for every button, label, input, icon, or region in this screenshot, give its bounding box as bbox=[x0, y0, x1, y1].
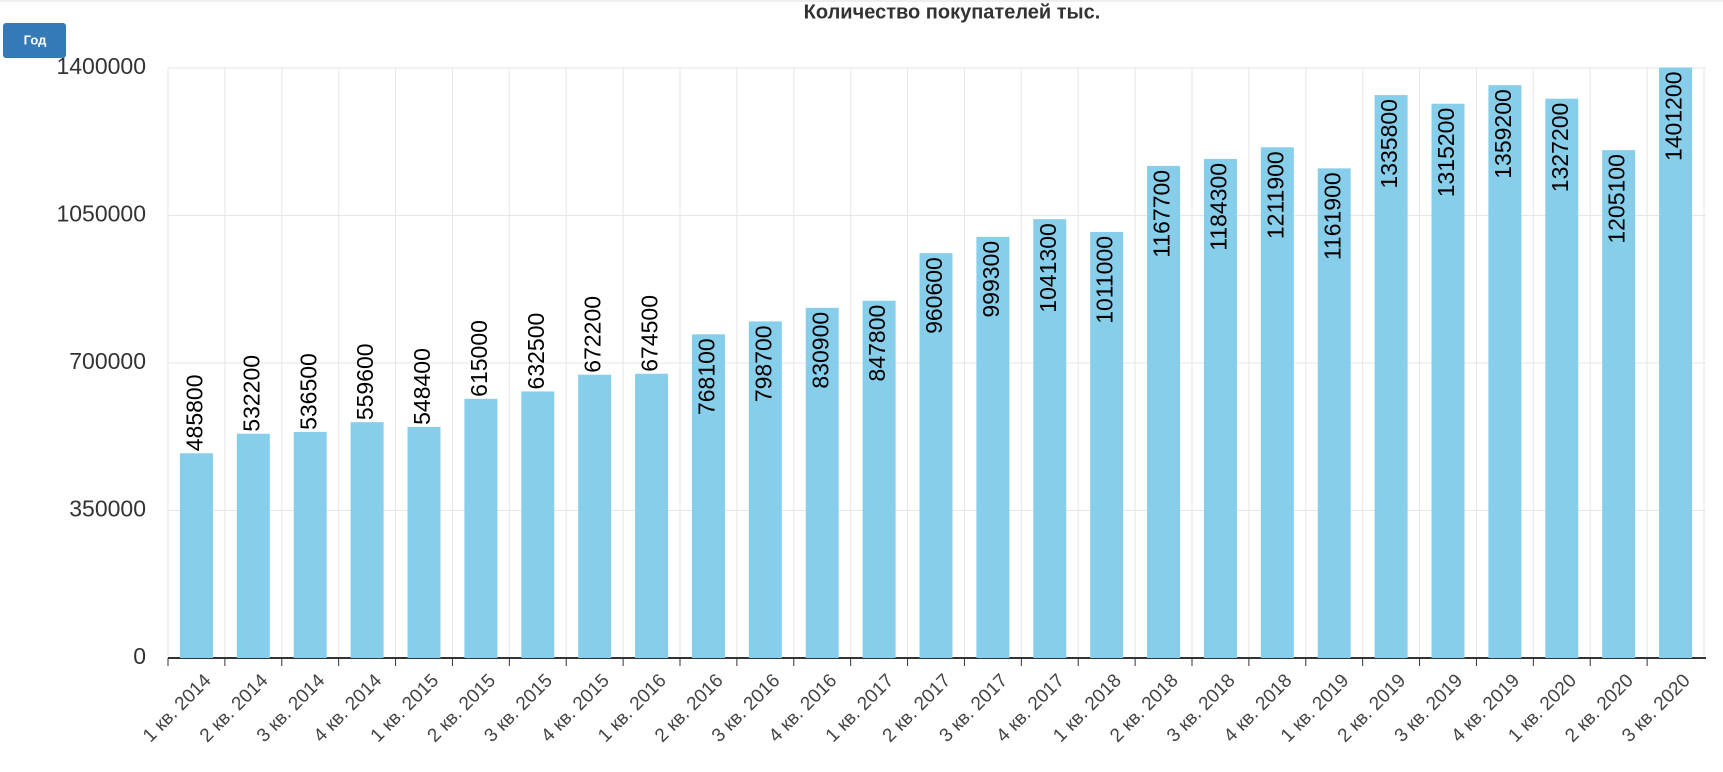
value-label: 847800 bbox=[864, 305, 890, 382]
value-label: 1011000 bbox=[1092, 236, 1118, 324]
bar bbox=[1659, 67, 1693, 659]
value-label: 1041300 bbox=[1035, 223, 1061, 313]
value-label: 798700 bbox=[750, 325, 776, 402]
value-label: 674500 bbox=[637, 295, 663, 372]
value-label: 1167700 bbox=[1149, 170, 1175, 258]
bar bbox=[1090, 231, 1124, 658]
bar bbox=[748, 321, 782, 658]
bar bbox=[1374, 95, 1408, 658]
bar bbox=[1488, 85, 1522, 659]
bar bbox=[1431, 103, 1465, 659]
button-label[interactable]: Год bbox=[24, 32, 47, 47]
value-label: 1205100 bbox=[1604, 154, 1630, 244]
y-tick-label: 350000 bbox=[69, 496, 146, 522]
bar bbox=[862, 300, 896, 658]
value-label: 615000 bbox=[466, 320, 492, 397]
bar bbox=[236, 433, 270, 658]
bar bbox=[635, 373, 669, 658]
value-label: 960600 bbox=[921, 257, 947, 334]
bar bbox=[1602, 150, 1636, 659]
value-label: 1161900 bbox=[1319, 172, 1345, 260]
value-label: 672200 bbox=[580, 296, 606, 373]
bar bbox=[1260, 147, 1294, 658]
value-label: 1315200 bbox=[1433, 108, 1459, 198]
value-label: 1184300 bbox=[1206, 163, 1232, 251]
bar bbox=[1033, 219, 1067, 658]
bar bbox=[293, 431, 327, 658]
bar bbox=[1317, 168, 1351, 658]
y-tick-label: 1400000 bbox=[56, 53, 146, 79]
value-label: 632500 bbox=[523, 313, 549, 390]
bar bbox=[1147, 165, 1181, 658]
bar bbox=[179, 453, 213, 658]
bar bbox=[1545, 98, 1579, 659]
bar bbox=[805, 307, 839, 658]
chart-title: Количество покупателей тыс. bbox=[804, 1, 1101, 23]
bar bbox=[464, 398, 498, 658]
bar bbox=[521, 391, 555, 658]
value-label: 830900 bbox=[807, 312, 833, 389]
value-label: 559600 bbox=[352, 343, 378, 420]
value-label: 485800 bbox=[182, 375, 208, 452]
y-tick-label: 0 bbox=[133, 643, 146, 669]
value-label: 1211900 bbox=[1262, 151, 1288, 239]
value-label: 768100 bbox=[694, 338, 720, 415]
value-label: 1401200 bbox=[1661, 71, 1687, 161]
value-label: 1359200 bbox=[1490, 89, 1516, 179]
period-button[interactable] bbox=[3, 23, 66, 58]
bar bbox=[1203, 158, 1237, 658]
bar bbox=[578, 374, 612, 658]
value-label: 1335800 bbox=[1376, 99, 1402, 189]
value-label: 532200 bbox=[238, 355, 264, 432]
bar bbox=[407, 426, 441, 658]
value-label: 1327200 bbox=[1547, 103, 1573, 193]
bar bbox=[350, 422, 384, 658]
bar bbox=[919, 253, 953, 658]
value-label: 548400 bbox=[409, 348, 435, 425]
y-tick-label: 1050000 bbox=[56, 201, 146, 227]
value-label: 999300 bbox=[978, 241, 1004, 318]
bar bbox=[691, 334, 725, 658]
y-tick-label: 700000 bbox=[69, 348, 146, 374]
bar bbox=[976, 236, 1010, 658]
value-label: 536500 bbox=[295, 353, 321, 430]
